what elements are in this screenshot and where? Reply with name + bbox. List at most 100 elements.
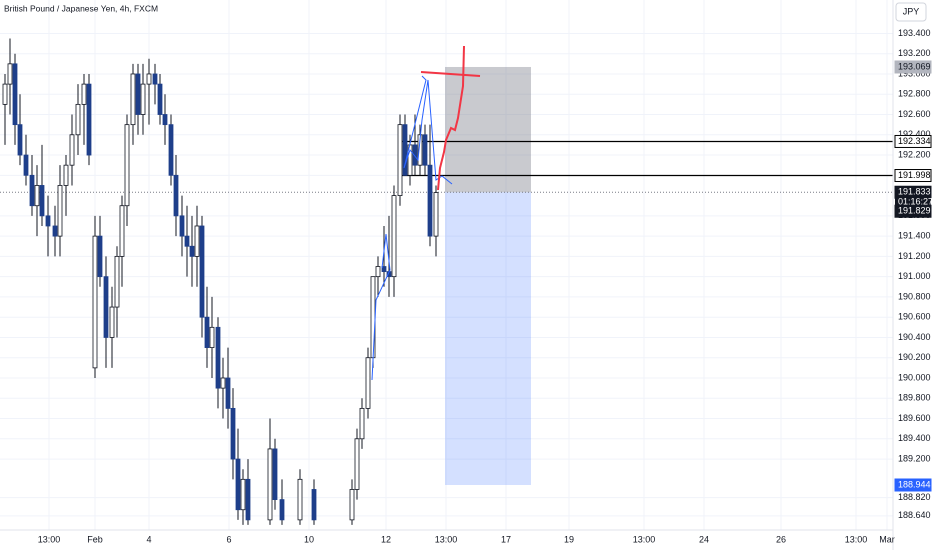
drawn-line	[437, 45, 465, 191]
x-tick-label: 4	[146, 534, 151, 544]
candle-body	[279, 499, 285, 521]
loss-zone	[445, 192, 531, 486]
candle-body	[173, 174, 179, 217]
candle-body	[12, 63, 18, 126]
y-tick-label: 192.600	[898, 109, 931, 119]
x-tick-label: 19	[564, 534, 574, 544]
candle-body	[23, 154, 29, 176]
candle-body	[17, 124, 23, 156]
candle-body	[427, 164, 433, 237]
candle-body	[391, 195, 397, 278]
currency-button[interactable]	[895, 2, 927, 22]
x-tick-label: 13:00	[435, 534, 458, 544]
price-tag	[894, 60, 932, 74]
currency[interactable]: JPY	[903, 6, 920, 16]
candle-body	[397, 124, 403, 196]
candle-body	[168, 124, 174, 176]
candle-body	[130, 73, 136, 126]
price-tag-label: 191.998	[898, 170, 931, 180]
price-tag-label: 192.334	[898, 136, 931, 146]
candle-body	[220, 377, 226, 389]
candle-body	[179, 215, 185, 237]
candle-body	[199, 225, 205, 318]
y-tick-label: 190.000	[898, 372, 931, 382]
candle-body	[152, 73, 158, 85]
candle-body	[365, 357, 371, 409]
candle-body	[92, 235, 98, 369]
candle-body	[433, 192, 439, 237]
chart-title: British Pound / Japanese Yen, 4h, FXCM	[4, 3, 158, 13]
profit-zone	[445, 66, 531, 193]
candle-body	[240, 478, 246, 511]
candle-body	[124, 124, 130, 207]
candle-body	[215, 326, 221, 389]
price-tag	[894, 185, 932, 199]
candle-body	[349, 489, 355, 521]
price-tag	[894, 478, 932, 492]
x-tick-label: 6	[226, 534, 231, 544]
candle-body	[146, 73, 152, 85]
candle-body	[359, 407, 365, 440]
price-tag-label: 191.829	[898, 206, 931, 216]
x-tick-label: Mar	[879, 534, 895, 544]
x-tick-label: 13:00	[633, 534, 656, 544]
candle-body	[52, 225, 58, 237]
y-tick-label: 192.400	[898, 129, 931, 139]
candle-body	[422, 134, 428, 166]
y-tick-label: 190.600	[898, 312, 931, 322]
x-tick-label: Feb	[87, 534, 103, 544]
x-tick-label: 17	[501, 534, 511, 544]
y-tick-label: 191.200	[898, 251, 931, 261]
candle-body	[184, 235, 190, 247]
candle-body	[81, 83, 87, 105]
drawings	[0, 66, 893, 486]
candle-body	[109, 306, 115, 338]
axis-labels: 193.400193.200193.000192.800192.600192.4…	[38, 28, 932, 545]
candle-body	[39, 185, 45, 217]
candle-body	[245, 478, 251, 521]
candle-body	[230, 407, 236, 460]
price-tag	[894, 134, 932, 148]
candle-body	[119, 205, 125, 257]
x-tick-label: 13:00	[38, 534, 61, 544]
drawn-line	[420, 71, 481, 77]
y-tick-label: 191.400	[898, 230, 931, 240]
price-tag-label: 191.833	[898, 187, 931, 197]
candle-body	[272, 448, 278, 500]
y-tick-label: 191.000	[898, 271, 931, 281]
y-tick-label: 192.800	[898, 89, 931, 99]
candle-body	[235, 458, 241, 511]
candle-body	[69, 134, 75, 166]
drawn-line	[371, 233, 391, 381]
candles	[2, 38, 439, 525]
candle-body	[157, 83, 163, 115]
price-tag-label: 188.944	[898, 479, 931, 489]
x-tick-label: 26	[776, 534, 786, 544]
x-tick-label: 24	[699, 534, 709, 544]
y-tick-label: 190.400	[898, 332, 931, 342]
candle-body	[354, 438, 360, 490]
candle-body	[370, 276, 376, 359]
countdown: 01:16:27	[898, 197, 932, 207]
y-tick-label: 188.820	[898, 492, 931, 502]
candle-body	[34, 185, 40, 207]
candle-body	[63, 164, 69, 186]
x-tick-label: 12	[381, 534, 391, 544]
candle-body	[209, 326, 215, 348]
candle-body	[267, 448, 273, 521]
candle-body	[135, 73, 141, 115]
x-tick-label: 13:00	[845, 534, 868, 544]
y-tick-label: 190.200	[898, 352, 931, 362]
y-tick-label: 192.200	[898, 149, 931, 159]
candle-body	[189, 245, 195, 257]
candle-body	[162, 114, 168, 126]
y-tick-label: 193.400	[898, 28, 931, 38]
candle-body	[86, 83, 92, 156]
y-tick-label: 190.800	[898, 291, 931, 301]
candle-body	[375, 266, 381, 278]
candle-body	[381, 266, 387, 272]
price-tag	[894, 169, 932, 183]
candle-body	[75, 103, 81, 136]
